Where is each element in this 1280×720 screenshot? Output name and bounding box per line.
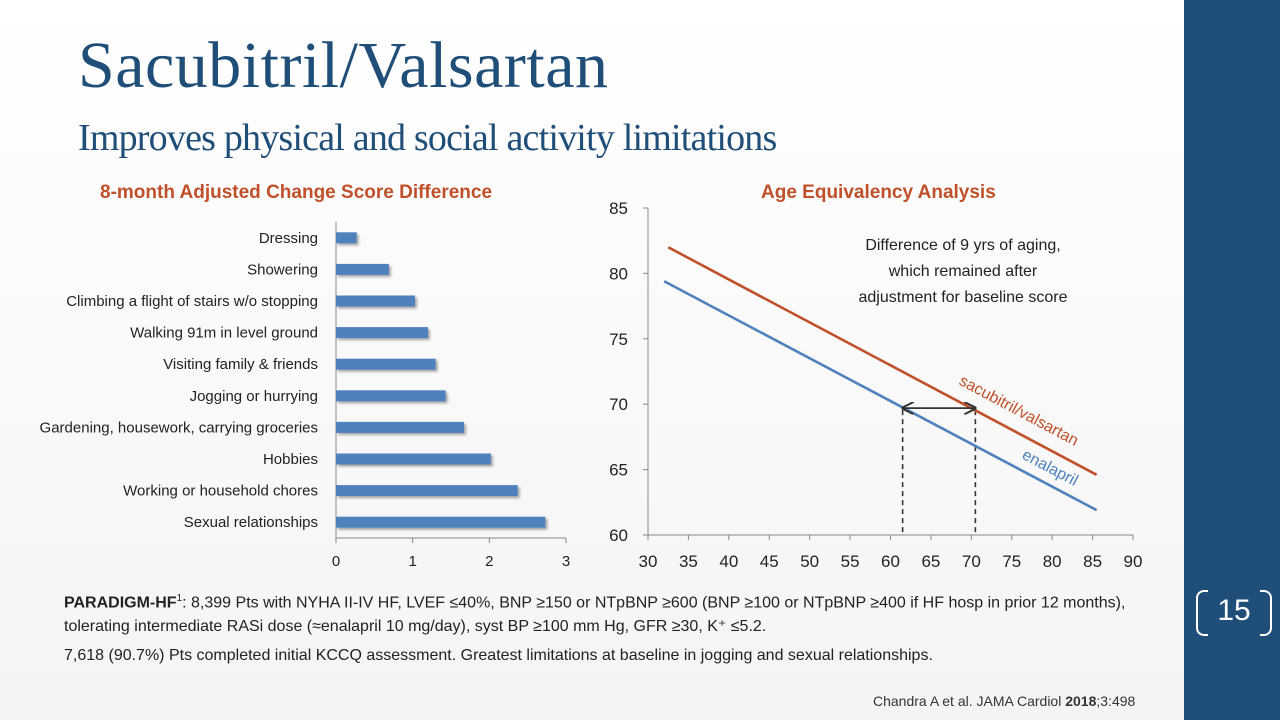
bar-9 (336, 516, 546, 528)
bar-1 (336, 263, 389, 275)
page-number: 15 (1217, 594, 1251, 627)
left-bracket (1196, 590, 1208, 636)
line-x-tick-label: 80 (1043, 552, 1062, 571)
bar-category-label: Visiting family & friends (163, 356, 318, 373)
bar-category-label: Dressing (259, 230, 318, 247)
bar-category-label: Gardening, housework, carrying groceries (40, 419, 318, 436)
line-x-tick-label: 30 (639, 552, 658, 571)
bar-category-label: Walking 91m in level ground (130, 325, 318, 342)
annotation-line: adjustment for baseline score (859, 289, 1068, 306)
footnote-superscript: 1 (176, 593, 183, 604)
line-y-tick-label: 65 (609, 461, 628, 480)
footnote-trial-description: PARADIGM-HF1: 8,399 Pts with NYHA II-IV … (64, 587, 1164, 639)
line-x-tick-label: 90 (1124, 552, 1143, 571)
bar-5 (336, 390, 446, 402)
bar-category-label: Climbing a flight of stairs w/o stopping (66, 293, 318, 310)
bar-category-label: Jogging or hurrying (190, 388, 318, 405)
line-x-tick-label: 55 (841, 552, 860, 571)
line-y-tick-label: 60 (609, 526, 628, 545)
line-y-tick-label: 70 (609, 395, 628, 414)
line-x-tick-label: 85 (1083, 552, 1102, 571)
bar-category-label: Sexual relationships (184, 514, 318, 531)
annotation-text: Difference of 9 yrs of aging, which remai… (859, 237, 1068, 306)
bar-category-label: Hobbies (263, 451, 318, 468)
right-bracket (1260, 590, 1272, 636)
bar-x-tick-label: 3 (562, 553, 570, 570)
footnote-line2: 7,618 (90.7%) Pts completed initial KCCQ… (64, 647, 933, 664)
bar-2 (336, 295, 415, 307)
citation-year: 2018 (1065, 693, 1097, 709)
line-x-tick-label: 60 (881, 552, 900, 571)
citation: Chandra A et al. JAMA Cardiol 2018;3:498 (873, 693, 1135, 709)
bar-x-tick-label: 1 (408, 553, 416, 570)
series-label-enalapril: enalapril (1019, 447, 1080, 490)
line-x-tick-label: 35 (679, 552, 698, 571)
footnote-line1: : 8,399 Pts with NYHA II-IV HF, LVEF ≤40… (64, 594, 1126, 636)
bar-8 (336, 485, 518, 497)
series-line-enalapril (663, 280, 1098, 512)
bar-category-label: Working or household chores (123, 483, 318, 500)
annotation-line: Difference of 9 yrs of aging, (865, 237, 1060, 254)
page-number-box: 15 (1184, 576, 1280, 648)
bar-category-label: Showering (247, 261, 318, 278)
bar-chart-title: 8-month Adjusted Change Score Difference (100, 182, 493, 203)
slide-title: Sacubitril/Valsartan (78, 29, 609, 102)
citation-rest: ;3:498 (1096, 693, 1136, 709)
line-y-tick-label: 75 (609, 330, 628, 349)
bar-6 (336, 421, 465, 433)
line-x-tick-label: 45 (760, 552, 779, 571)
bar-7 (336, 453, 491, 465)
line-x-tick-label: 50 (800, 552, 819, 571)
bar-3 (336, 327, 428, 339)
citation-text: Chandra A et al. JAMA Cardiol (873, 693, 1066, 709)
series-line-sacubitril-valsartan (667, 246, 1098, 476)
line-y-tick-label: 80 (609, 264, 628, 283)
bar-x-tick-label: 0 (332, 553, 340, 570)
bar-4 (336, 358, 436, 370)
line-x-tick-label: 70 (962, 552, 981, 571)
slide-subtitle: Improves physical and social activity li… (78, 117, 777, 159)
bar-0 (336, 232, 357, 244)
line-y-tick-label: 85 (609, 199, 628, 218)
line-x-tick-label: 75 (1002, 552, 1021, 571)
annotation-line: which remained after (888, 263, 1038, 280)
line-chart-title: Age Equivalency Analysis (761, 182, 996, 203)
bar-x-tick-label: 2 (485, 553, 493, 570)
line-x-tick-label: 65 (921, 552, 940, 571)
line-x-tick-label: 40 (719, 552, 738, 571)
trial-name: PARADIGM-HF (64, 594, 177, 612)
charts-canvas: Dressing Showering Climbing a flight of st… (40, 199, 1143, 571)
